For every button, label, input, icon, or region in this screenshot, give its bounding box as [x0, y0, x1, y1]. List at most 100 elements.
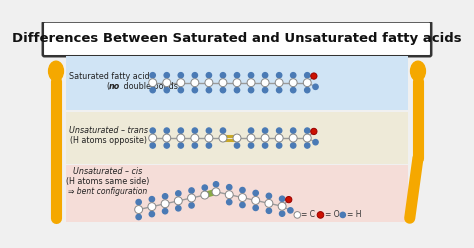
Circle shape — [248, 143, 254, 148]
Circle shape — [276, 88, 282, 93]
Circle shape — [247, 134, 255, 142]
Circle shape — [280, 211, 285, 216]
Circle shape — [191, 79, 199, 87]
Circle shape — [305, 73, 310, 78]
Circle shape — [263, 128, 268, 133]
Circle shape — [150, 128, 155, 133]
Circle shape — [192, 128, 198, 133]
Circle shape — [275, 79, 283, 87]
Circle shape — [263, 73, 268, 78]
Circle shape — [288, 208, 293, 213]
Circle shape — [311, 128, 317, 135]
Circle shape — [164, 128, 169, 133]
Circle shape — [219, 79, 227, 87]
FancyBboxPatch shape — [66, 165, 408, 221]
Circle shape — [149, 197, 155, 202]
Circle shape — [177, 134, 185, 142]
Circle shape — [291, 128, 296, 133]
Circle shape — [189, 203, 194, 208]
Circle shape — [303, 134, 311, 142]
Circle shape — [205, 79, 213, 87]
Circle shape — [178, 73, 183, 78]
Circle shape — [278, 202, 286, 210]
Circle shape — [206, 73, 211, 78]
Circle shape — [340, 212, 346, 217]
Circle shape — [212, 188, 220, 196]
Circle shape — [164, 73, 169, 78]
Circle shape — [253, 205, 258, 211]
Circle shape — [313, 140, 318, 145]
Circle shape — [192, 73, 198, 78]
Circle shape — [263, 143, 268, 148]
Text: = C: = C — [301, 210, 316, 219]
Circle shape — [149, 134, 157, 142]
Circle shape — [136, 199, 141, 205]
Circle shape — [150, 73, 155, 78]
Circle shape — [265, 199, 273, 207]
Circle shape — [276, 143, 282, 148]
Circle shape — [263, 88, 268, 93]
Circle shape — [206, 88, 211, 93]
Circle shape — [305, 128, 310, 133]
Circle shape — [135, 206, 143, 214]
Text: (: ( — [106, 82, 109, 91]
Circle shape — [161, 200, 169, 208]
Circle shape — [202, 185, 208, 190]
Circle shape — [311, 73, 317, 79]
Circle shape — [205, 134, 213, 142]
Circle shape — [213, 182, 219, 187]
Text: (H atoms opposite): (H atoms opposite) — [71, 136, 147, 145]
Circle shape — [305, 88, 310, 93]
Circle shape — [220, 128, 226, 133]
Circle shape — [276, 73, 282, 78]
Circle shape — [275, 134, 283, 142]
Circle shape — [289, 134, 297, 142]
Text: Saturated fatty acid: Saturated fatty acid — [69, 72, 149, 81]
Text: double bonds): double bonds) — [121, 82, 181, 91]
Circle shape — [276, 128, 282, 133]
Circle shape — [261, 79, 269, 87]
Circle shape — [261, 134, 269, 142]
Circle shape — [233, 79, 241, 87]
Circle shape — [148, 203, 156, 211]
Circle shape — [253, 190, 258, 196]
Circle shape — [291, 143, 296, 148]
Circle shape — [227, 199, 232, 205]
Circle shape — [192, 143, 198, 148]
Circle shape — [248, 73, 254, 78]
Circle shape — [189, 188, 194, 193]
Circle shape — [317, 212, 324, 218]
Text: no: no — [109, 82, 120, 91]
Circle shape — [163, 194, 168, 199]
Circle shape — [164, 88, 169, 93]
Text: Unsaturated – cis: Unsaturated – cis — [73, 167, 142, 176]
Circle shape — [303, 79, 311, 87]
Circle shape — [266, 193, 272, 199]
Circle shape — [227, 185, 232, 190]
Circle shape — [220, 88, 226, 93]
Circle shape — [240, 202, 245, 208]
Circle shape — [248, 128, 254, 133]
Circle shape — [178, 128, 183, 133]
Circle shape — [238, 194, 246, 202]
Circle shape — [176, 191, 181, 196]
Circle shape — [188, 194, 195, 202]
Ellipse shape — [410, 61, 426, 81]
Circle shape — [163, 79, 171, 87]
Text: = O: = O — [325, 210, 339, 219]
Circle shape — [176, 206, 181, 211]
Text: ⇒ bent configuration: ⇒ bent configuration — [68, 187, 147, 196]
Ellipse shape — [48, 61, 64, 81]
Circle shape — [234, 143, 240, 148]
Circle shape — [149, 79, 157, 87]
Circle shape — [150, 88, 155, 93]
Circle shape — [201, 191, 209, 199]
Circle shape — [163, 209, 168, 214]
Circle shape — [178, 143, 183, 148]
Circle shape — [280, 196, 285, 201]
Circle shape — [247, 79, 255, 87]
Circle shape — [289, 79, 297, 87]
Circle shape — [234, 88, 240, 93]
Circle shape — [149, 212, 155, 217]
Circle shape — [305, 143, 310, 148]
